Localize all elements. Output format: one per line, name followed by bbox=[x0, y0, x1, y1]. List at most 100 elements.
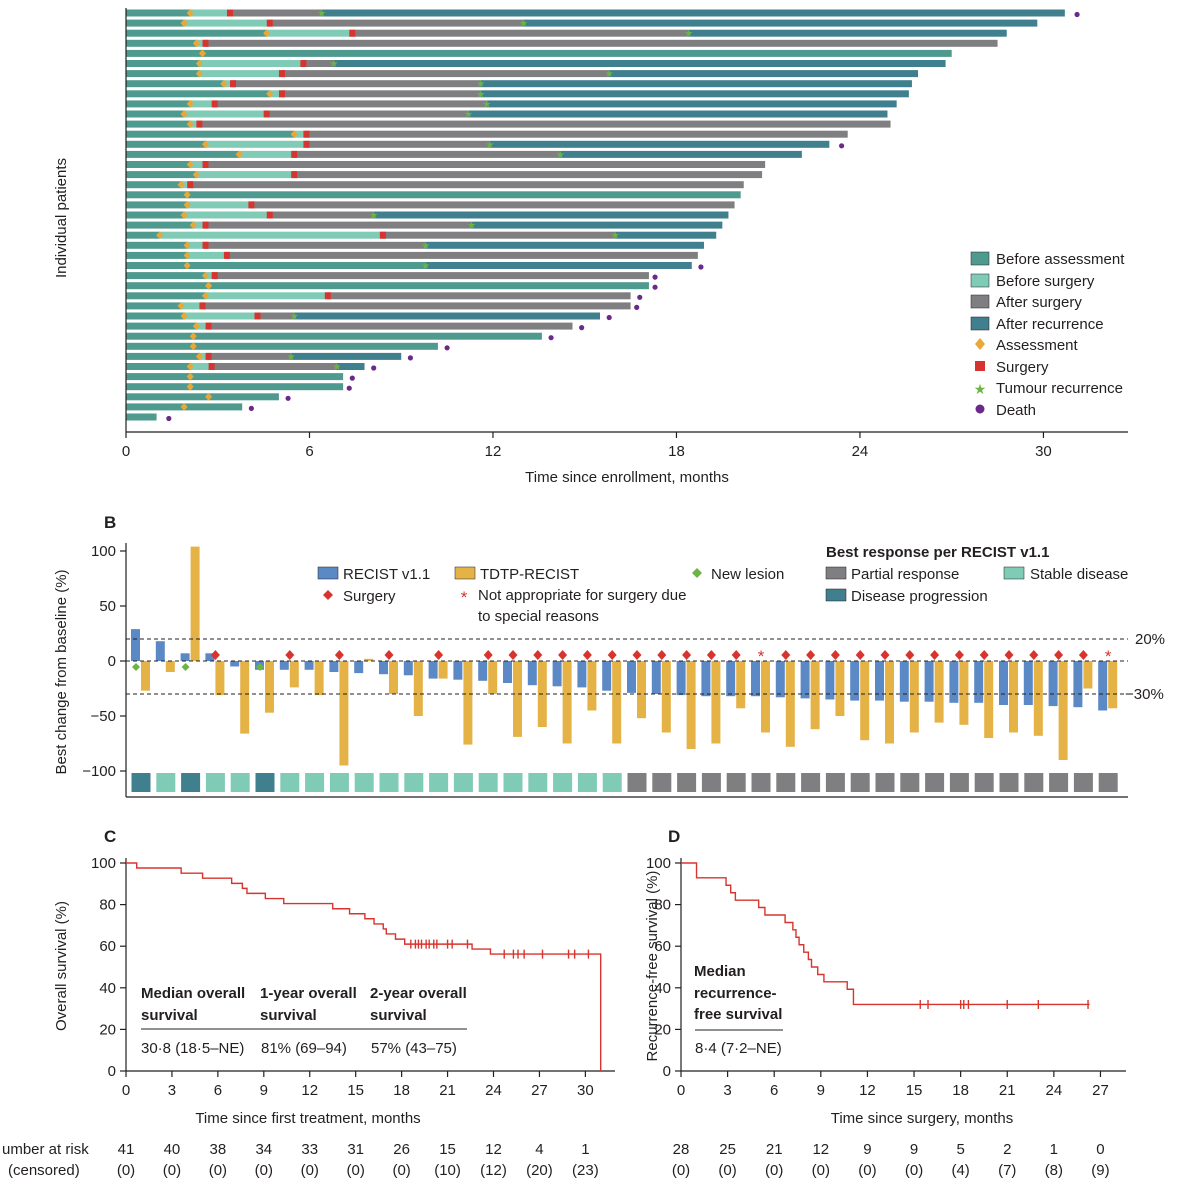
timeline-segment bbox=[126, 241, 188, 249]
assessment-marker bbox=[180, 312, 188, 320]
patient-row: ★ bbox=[126, 312, 612, 323]
x-axis-ticks: 0 6 12 18 24 30 bbox=[122, 432, 1052, 460]
recist-bar bbox=[800, 661, 810, 699]
surgery-diamond-icon bbox=[582, 650, 592, 660]
number-at-risk-value: 21 bbox=[766, 1141, 783, 1158]
timeline-segment bbox=[126, 363, 191, 370]
legend-label: Before assessment bbox=[996, 251, 1125, 268]
one-year-os-value: 81% (69–94) bbox=[261, 1040, 347, 1057]
recist-bar bbox=[1098, 661, 1108, 711]
surgery-marker bbox=[205, 322, 212, 330]
timeline-segment bbox=[251, 201, 735, 209]
timeline-segment bbox=[126, 373, 191, 381]
recist-bar bbox=[131, 629, 140, 661]
legend-swatch-before-surgery bbox=[970, 273, 990, 288]
surgery-diamond-icon bbox=[334, 650, 344, 660]
median-os-value: 30·8 (18·5–NE) bbox=[141, 1040, 244, 1057]
recist-bar bbox=[428, 661, 438, 679]
timeline-segment bbox=[480, 80, 912, 88]
assessment-marker bbox=[189, 342, 197, 351]
timeline-segment bbox=[184, 19, 270, 27]
tdtp-bar bbox=[736, 661, 746, 709]
censor-marks bbox=[919, 999, 1089, 1009]
recist-bar bbox=[329, 661, 339, 672]
recist-bar bbox=[875, 661, 884, 701]
number-at-risk-value: 38 bbox=[210, 1141, 227, 1158]
patient-bar-group: * bbox=[1098, 647, 1118, 792]
legend-swatch-after-recurrence bbox=[970, 316, 990, 331]
surgery-marker bbox=[349, 29, 356, 37]
not-appropriate-asterisk-icon: * bbox=[1105, 647, 1112, 666]
patient-bar-group bbox=[949, 650, 969, 792]
patient-row bbox=[126, 130, 848, 139]
patient-row: ★ bbox=[126, 261, 704, 272]
timeline-segment bbox=[126, 150, 240, 158]
death-marker bbox=[1074, 11, 1080, 18]
ref-label-20: 20% bbox=[1135, 631, 1165, 648]
surgery-marker bbox=[199, 302, 206, 310]
patient-bar-group bbox=[527, 650, 548, 792]
recist-bar bbox=[751, 661, 760, 697]
timeline-segment bbox=[291, 352, 402, 360]
recist-bar bbox=[701, 661, 711, 697]
censored-value: (4) bbox=[951, 1162, 969, 1179]
patient-row: ★ bbox=[126, 59, 946, 70]
two-year-os-value: 57% (43–75) bbox=[371, 1040, 457, 1057]
censored-value: (0) bbox=[347, 1162, 365, 1179]
timeline-segment bbox=[126, 262, 188, 269]
patient-bar-group bbox=[850, 650, 870, 792]
axis-ticks: 0 3 6 9 12 15 18 21 24 27 0 20 40 60 80 100 bbox=[646, 855, 1109, 1099]
x-tick-label: 15 bbox=[906, 1082, 923, 1099]
patient-row bbox=[126, 291, 643, 300]
legend-recist-swatch bbox=[317, 566, 339, 580]
censored-value: (0) bbox=[812, 1162, 830, 1179]
assessment-marker bbox=[186, 160, 194, 169]
recist-bar bbox=[205, 653, 215, 661]
surgery-diamond-icon bbox=[210, 650, 220, 660]
surgery-marker bbox=[248, 201, 255, 209]
surgery-marker bbox=[291, 150, 298, 158]
death-marker bbox=[548, 335, 554, 341]
censored-value: (23) bbox=[572, 1162, 599, 1179]
recist-bar bbox=[577, 661, 587, 688]
surgery-diamond-icon bbox=[954, 650, 964, 660]
timeline-segment bbox=[190, 181, 744, 189]
tdtp-bar bbox=[934, 661, 944, 723]
response-tile bbox=[478, 773, 498, 792]
timeline-segment bbox=[269, 90, 282, 98]
new-lesion-diamond-icon bbox=[181, 663, 190, 671]
timeline-segment bbox=[187, 191, 741, 199]
censored-value: (7) bbox=[998, 1162, 1016, 1179]
legend-progression-swatch bbox=[825, 588, 847, 602]
tdtp-bar bbox=[141, 661, 150, 691]
timeline-segment bbox=[190, 363, 212, 370]
surgery-diamond-icon bbox=[1004, 650, 1014, 660]
assessment-marker bbox=[177, 301, 185, 310]
timeline-segment bbox=[205, 241, 426, 249]
surgery-diamond-icon bbox=[607, 650, 617, 660]
legend-surgery-diamond-icon bbox=[323, 590, 333, 600]
timeline-segment bbox=[425, 241, 704, 249]
patient-bar-group bbox=[875, 650, 895, 792]
assessment-marker bbox=[186, 382, 194, 391]
patient-bar-group bbox=[354, 658, 374, 792]
recist-bar bbox=[155, 641, 165, 661]
timeline-segment bbox=[126, 201, 188, 209]
tdtp-bar bbox=[885, 661, 894, 744]
recist-bar bbox=[899, 661, 909, 702]
patient-row bbox=[126, 49, 952, 58]
death-marker bbox=[579, 325, 585, 331]
timeline-segment bbox=[184, 403, 243, 411]
number-at-risk-value: 31 bbox=[347, 1141, 364, 1158]
y-tick-label: −100 bbox=[82, 763, 116, 780]
recurrence-star-icon: ★ bbox=[290, 312, 299, 323]
timeline-segment bbox=[181, 302, 203, 310]
surgery-marker bbox=[266, 211, 273, 219]
x-axis-label: Time since first treatment, months bbox=[195, 1110, 420, 1127]
surgery-diamond-icon bbox=[558, 650, 568, 660]
death-marker bbox=[444, 345, 450, 351]
y-axis-label: Overall survival (%) bbox=[53, 901, 70, 1031]
x-tick-label: 18 bbox=[393, 1082, 410, 1099]
recurrence-star-icon: ★ bbox=[482, 99, 491, 110]
x-tick-label: 12 bbox=[485, 443, 502, 460]
